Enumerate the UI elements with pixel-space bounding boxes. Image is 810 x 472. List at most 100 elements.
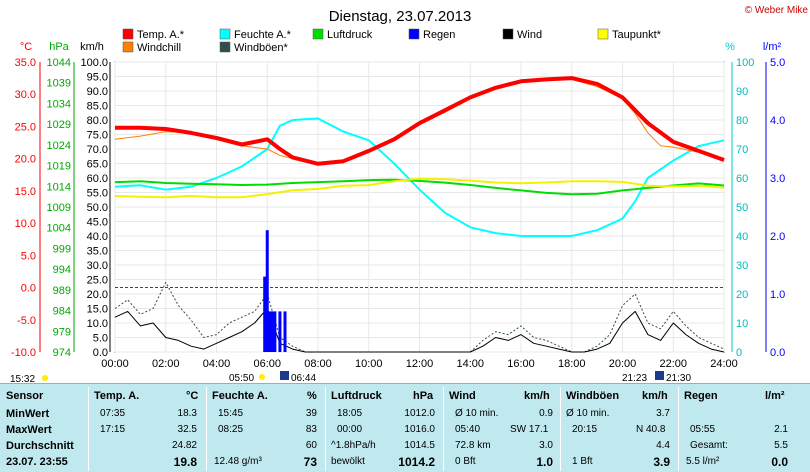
max-luft-value: 1016.0 [404, 424, 435, 435]
percent-tick-label: 0 [736, 347, 742, 359]
lm2-tick-label: 3.0 [770, 173, 785, 185]
sunrise-time: 05:50 [229, 373, 254, 383]
min-boeen-a: Ø 10 min. [566, 408, 610, 419]
max-boeen-b: N 40.8 [636, 424, 666, 435]
moonrise-time: 06:44 [291, 373, 316, 383]
hdr-temp: Temp. A. [94, 390, 140, 402]
max-temp-time: 17:15 [100, 424, 126, 435]
cur-wind-value: 1.0 [536, 455, 553, 469]
rain-bar [270, 311, 274, 352]
x-tick-label: 12:00 [406, 358, 434, 370]
x-tick-label: 06:00 [253, 358, 281, 370]
kmh-tick-label: 35.0 [87, 246, 108, 258]
kmh-tick-label: 90.0 [87, 86, 108, 98]
sunset-time: 21:23 [622, 373, 647, 383]
stats-table: Sensor Temp. A. °C Feuchte A. % Luftdruc… [0, 383, 810, 472]
x-tick-label: 08:00 [304, 358, 332, 370]
celsius-tick-label: 15.0 [15, 186, 36, 198]
legend-label: Regen [423, 29, 455, 41]
min-wind-value: 0.9 [539, 408, 553, 419]
lm2-tick-label: 4.0 [770, 115, 785, 127]
hdr-luft-unit: hPa [413, 390, 434, 402]
row-label-max: MaxWert [6, 424, 52, 436]
hdr-boeen: Windböen [566, 390, 620, 402]
chart-legend: Temp. A.* Feuchte A.* Luftdruck Regen Wind Ta… [122, 28, 662, 54]
series-line-temp-a [115, 76, 725, 166]
row-label-min: MinWert [6, 408, 50, 420]
legend-label: Luftdruck [327, 29, 373, 41]
hdr-sensor: Sensor [6, 390, 44, 402]
col-divider [88, 387, 89, 471]
hdr-wind-unit: km/h [524, 390, 550, 402]
kmh-tick-label: 65.0 [87, 159, 108, 171]
percent-tick-label: 30 [736, 260, 748, 272]
series-line-windb-en [114, 281, 725, 353]
kmh-tick-label: 80.0 [87, 115, 108, 127]
max-regen-value: 2.1 [774, 424, 788, 435]
legend-label: Windchill [137, 42, 181, 54]
celsius-tick-label: 10.0 [15, 218, 36, 230]
hpa-tick-label: 974 [53, 347, 71, 359]
moonrise-icon [280, 371, 289, 380]
min-wind-a: Ø 10 min. [455, 408, 499, 419]
sun-moon-row: 15:32 05:50 06:44 21:23 21:30 [10, 371, 691, 383]
hpa-tick-label: 1029 [47, 119, 71, 131]
row-label-avg: Durchschnitt [6, 440, 74, 452]
legend-swatch [502, 28, 514, 40]
kmh-tick-label: 20.0 [87, 289, 108, 301]
hdr-regen: Regen [684, 390, 718, 402]
legend-label: Wind [517, 29, 542, 41]
lm2-tick-label: 1.0 [770, 289, 785, 301]
left-time: 15:32 [10, 374, 35, 383]
x-axis: 00:00 02:00 04:00 06:00 08:00 10:00 12:00 14:00… [101, 358, 738, 370]
max-wind-b: SW 17.1 [510, 424, 549, 435]
hpa-tick-label: 1004 [47, 223, 71, 235]
avg-wind-value: 3.0 [539, 440, 553, 451]
avg-temp-value: 24.82 [171, 440, 197, 451]
col-divider [325, 387, 326, 471]
kmh-tick-label: 40.0 [87, 231, 108, 243]
unit-celsius: °C [20, 41, 32, 53]
cur-abs-humidity: 12.48 g/m³ [214, 456, 262, 467]
cur-luft-value: 1014.2 [398, 455, 435, 469]
chart-title: Dienstag, 23.07.2013 [329, 8, 472, 25]
percent-tick-label: 50 [736, 202, 748, 214]
x-tick-label: 18:00 [558, 358, 586, 370]
rain-bar [263, 276, 267, 352]
celsius-tick-label: 20.0 [15, 154, 36, 166]
celsius-tick-label: 25.0 [15, 121, 36, 133]
hpa-tick-label: 1039 [47, 78, 71, 90]
celsius-tick-label: 30.0 [15, 89, 36, 101]
hpa-tick-label: 1034 [47, 98, 71, 110]
hpa-tick-label: 984 [53, 306, 71, 318]
unit-hpa: hPa [49, 41, 69, 53]
percent-tick-label: 20 [736, 289, 748, 301]
hpa-tick-label: 1019 [47, 161, 71, 173]
kmh-tick-label: 5.0 [93, 333, 108, 345]
kmh-tick-label: 25.0 [87, 275, 108, 287]
max-luft-time: 00:00 [337, 424, 363, 435]
percent-tick-label: 90 [736, 86, 748, 98]
row-label-current: 23.07. 23:55 [6, 456, 68, 468]
moonset-time: 21:30 [666, 373, 691, 383]
percent-tick-label: 70 [736, 144, 748, 156]
unit-kmh: km/h [80, 41, 104, 53]
x-tick-label: 14:00 [456, 358, 484, 370]
celsius-tick-label: -5.0 [17, 315, 36, 327]
avg-luft-trend: ^1.8hPa/h [331, 440, 376, 451]
hpa-tick-label: 999 [53, 243, 71, 255]
rain-bar [268, 311, 272, 352]
cur-regen-total: 5.5 l/m² [686, 456, 720, 467]
hdr-regen-unit: l/m² [765, 390, 785, 402]
min-feuchte-value: 39 [305, 408, 317, 419]
cur-boeen-bft: 1 Bft [572, 456, 593, 467]
col-divider [678, 387, 679, 471]
legend-swatch [122, 41, 134, 53]
celsius-tick-label: -10.0 [11, 347, 36, 359]
x-tick-label: 10:00 [355, 358, 383, 370]
kmh-tick-label: 50.0 [87, 202, 108, 214]
rain-bar [265, 230, 269, 352]
cur-regen-value: 0.0 [771, 455, 788, 469]
lm2-tick-label: 2.0 [770, 231, 785, 243]
legend-swatch [597, 28, 609, 40]
